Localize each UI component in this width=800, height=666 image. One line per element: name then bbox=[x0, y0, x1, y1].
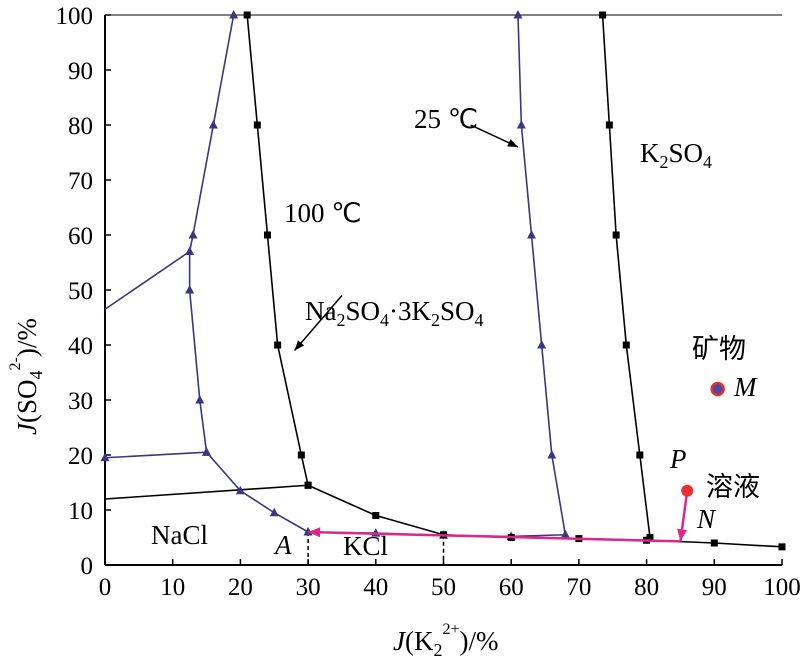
data-point-triangle bbox=[516, 120, 526, 129]
data-point-triangle bbox=[547, 450, 557, 459]
y-tick-label: 40 bbox=[68, 333, 93, 360]
data-point-triangle bbox=[100, 452, 110, 462]
label-N: N bbox=[696, 504, 717, 534]
data-point-triangle bbox=[303, 527, 313, 536]
y-tick-label: 70 bbox=[68, 168, 93, 195]
series-line-t100_left_boundary bbox=[246, 14, 309, 486]
data-point-square bbox=[622, 341, 630, 349]
y-tick-label: 10 bbox=[68, 498, 93, 525]
data-point-triangle bbox=[513, 10, 523, 19]
y-tick-label: 0 bbox=[81, 553, 94, 580]
arrow-100c bbox=[293, 295, 343, 351]
x-ticks: 0 10 20 30 40 50 60 70 80 90 100 bbox=[99, 559, 800, 601]
label-solution: 溶液 bbox=[706, 472, 760, 502]
data-point-square bbox=[297, 451, 305, 459]
data-point-triangle bbox=[527, 230, 537, 239]
data-point-square bbox=[263, 231, 271, 239]
data-point-triangle bbox=[560, 529, 570, 539]
x-tick-label: 30 bbox=[296, 574, 321, 601]
y-tick-label: 30 bbox=[68, 388, 93, 415]
label-100c: 100 ℃ bbox=[284, 198, 362, 228]
point-M bbox=[710, 381, 725, 397]
data-point-square bbox=[646, 534, 654, 541]
series-line-t100_low_branch bbox=[104, 484, 309, 500]
y-tick-label: 80 bbox=[68, 113, 93, 140]
x-tick-label: 60 bbox=[499, 574, 524, 601]
series-layer bbox=[104, 14, 783, 565]
data-point-square bbox=[612, 231, 620, 239]
point-P bbox=[681, 484, 694, 497]
marker-layer bbox=[100, 10, 786, 551]
data-point-triangle bbox=[195, 395, 205, 404]
series-line-t25_top_branch bbox=[104, 250, 191, 310]
y-tick-label: 100 bbox=[56, 3, 94, 30]
y-axis-title: J(SO42-)/% bbox=[7, 318, 46, 435]
x-tick-label: 90 bbox=[702, 574, 727, 601]
x-tick-label: 0 bbox=[99, 574, 112, 601]
x-tick-label: 80 bbox=[634, 574, 659, 601]
data-point-triangle bbox=[269, 507, 279, 517]
label-glaserite: Na2SO4·3K2SO4 bbox=[305, 296, 484, 330]
data-point-square bbox=[304, 481, 312, 489]
path-arrowhead bbox=[677, 528, 687, 542]
data-point-triangle bbox=[185, 285, 195, 294]
data-point-triangle bbox=[185, 246, 195, 255]
x-tick-label: 50 bbox=[431, 574, 456, 601]
label-M: M bbox=[733, 372, 758, 402]
data-point-square bbox=[778, 543, 786, 551]
plot-axes bbox=[104, 14, 782, 566]
data-point-triangle bbox=[229, 10, 239, 19]
data-point-square bbox=[605, 121, 613, 129]
label-k2so4: K2SO4 bbox=[640, 138, 712, 172]
data-point-triangle bbox=[202, 447, 212, 456]
x-tick-label: 100 bbox=[763, 574, 800, 601]
x-axis-title: J(K22+)/% bbox=[393, 621, 499, 660]
arrow-100c-head bbox=[294, 340, 305, 351]
y-tick-label: 90 bbox=[68, 58, 93, 85]
x-tick-label: 70 bbox=[566, 574, 591, 601]
data-point-square bbox=[243, 11, 251, 19]
data-point-triangle bbox=[208, 120, 218, 129]
x-tick-label: 10 bbox=[160, 574, 185, 601]
data-point-square bbox=[253, 121, 261, 129]
series-line-t25_left_boundary bbox=[188, 14, 235, 453]
x-tick-label: 20 bbox=[228, 574, 253, 601]
y-ticks: 0 10 20 30 40 50 60 70 80 90 100 bbox=[56, 3, 111, 580]
label-kcl: KCl bbox=[343, 531, 388, 561]
label-mineral: 矿物 bbox=[692, 334, 746, 364]
path-arrowhead bbox=[308, 527, 321, 538]
data-point-triangle bbox=[537, 340, 547, 349]
label-25c: 25 ℃ bbox=[414, 104, 478, 134]
y-tick-label: 20 bbox=[68, 443, 93, 470]
y-tick-label: 60 bbox=[68, 223, 93, 250]
data-point-square bbox=[599, 11, 607, 19]
y-tick-label: 50 bbox=[68, 278, 93, 305]
data-point-square bbox=[372, 512, 380, 519]
data-point-square bbox=[636, 451, 644, 459]
data-point-square bbox=[710, 539, 718, 547]
series-line-t100_right_boundary bbox=[601, 14, 651, 538]
label-A: A bbox=[273, 530, 292, 560]
label-nacl: NaCl bbox=[151, 520, 208, 550]
arrow-25c-head bbox=[507, 139, 518, 147]
series-line-t25_right_boundary bbox=[517, 14, 567, 535]
data-point-triangle bbox=[188, 230, 198, 239]
data-point-triangle bbox=[235, 485, 245, 495]
data-point-square bbox=[274, 341, 282, 349]
label-P: P bbox=[669, 444, 687, 474]
path-segment bbox=[308, 530, 681, 543]
x-tick-label: 40 bbox=[363, 574, 388, 601]
